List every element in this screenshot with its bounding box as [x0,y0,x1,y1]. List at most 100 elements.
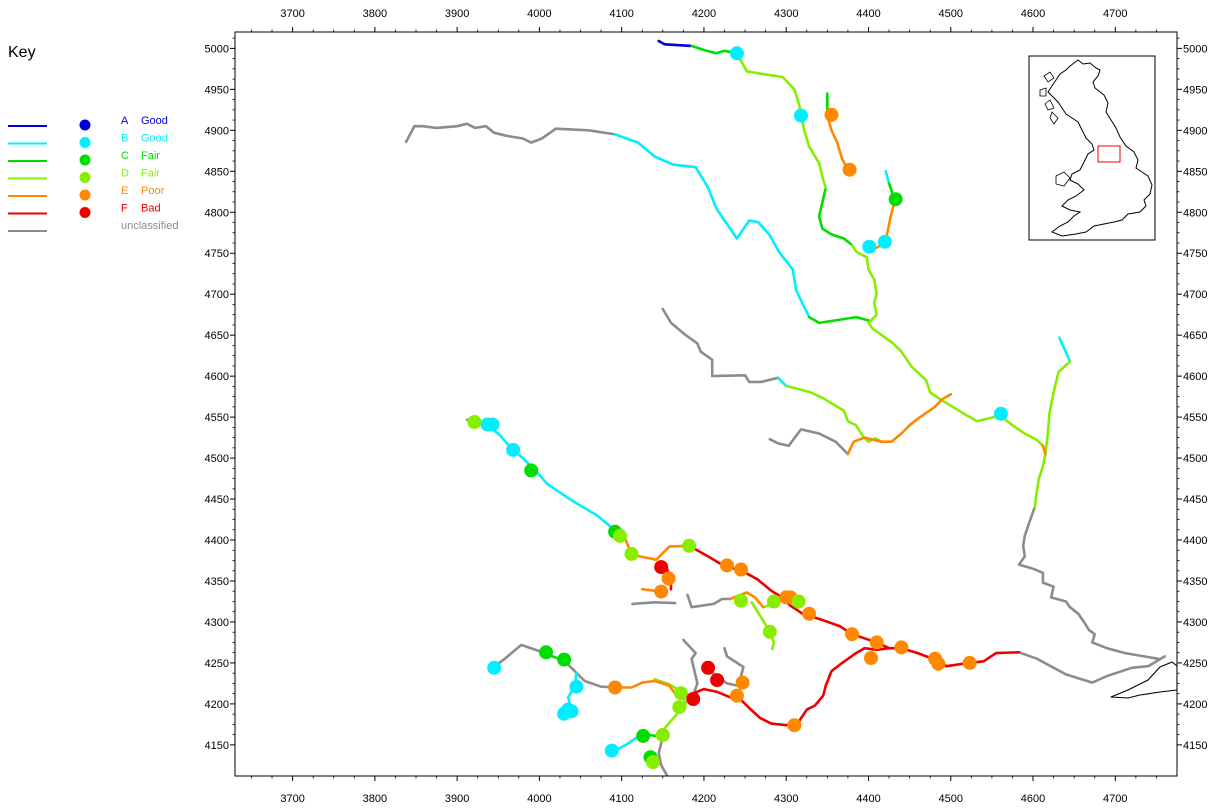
station-E [735,675,750,690]
station-E [720,558,734,573]
key-dot-C [79,154,91,166]
x-tick-label-top: 4600 [1021,8,1045,20]
river-segment-unclassified [1017,651,1166,684]
station-D [791,594,806,609]
river-segment-unclassified [657,735,669,776]
station-B [862,239,877,254]
river-segment-B [484,424,617,532]
x-tick-label-bottom: 3800 [363,793,387,805]
x-tick-label-top: 4300 [774,8,798,20]
river-segment-B [613,133,811,319]
river-segment-E [613,528,691,561]
y-tick-label-left: 4550 [205,412,229,424]
y-tick-label-right: 4800 [1183,207,1207,219]
key-letter-D: D [121,168,129,180]
river-segment-E [880,392,953,443]
y-tick-label-left: 4700 [205,289,229,301]
y-tick-label-right: 4400 [1183,535,1207,547]
station-E [931,656,946,671]
station-B [487,660,502,675]
key-label-C: Fair [141,150,160,162]
key-label-unclassified: unclassified [121,220,178,232]
key-title: Key [8,44,36,61]
key-label-A: Good [141,115,168,127]
key-dot-B [79,137,91,148]
river-segment-D [850,243,1002,423]
station-B [569,679,584,694]
key-letter-F: F [121,203,128,215]
river-segment-B [1058,336,1072,363]
station-D [672,700,687,715]
y-tick-label-right: 4150 [1183,740,1207,752]
river-segment-E [826,114,850,171]
estuary-coastline [1110,661,1177,699]
river-segment-D [799,114,827,189]
station-C [888,192,903,207]
map-key: Key A Good B Good C Fair D Fair E Poor F Bad unclass… [8,44,178,232]
key-letter-C: C [121,150,129,162]
station-E [654,584,669,599]
station-D [613,528,627,543]
station-E [869,635,884,650]
river-segment-E [616,679,679,699]
sampling-stations [467,46,1008,770]
station-F [654,560,669,575]
station-C [557,652,572,667]
x-tick-label-top: 4500 [939,8,963,20]
station-C [524,463,539,478]
y-tick-label-right: 4450 [1183,494,1207,506]
y-tick-label-right: 4550 [1183,412,1207,424]
y-tick-label-left: 4200 [205,699,229,711]
y-tick-label-left: 4950 [205,84,229,96]
x-tick-label-bottom: 4400 [856,793,880,805]
river-segment-E [846,436,883,456]
river-segment-unclassified [682,638,699,701]
station-D [766,594,781,609]
y-tick-label-right: 4700 [1183,289,1207,301]
river-segment-unclassified [686,593,732,609]
y-tick-label-right: 4500 [1183,453,1207,465]
station-D [645,755,660,770]
y-tick-label-right: 4300 [1183,617,1207,629]
station-D [467,415,482,429]
y-tick-label-left: 4400 [205,535,229,547]
station-E [845,627,859,642]
x-tick-label-top: 3700 [280,8,304,20]
y-tick-label-right: 4900 [1183,125,1207,137]
station-E [729,688,744,703]
river-segment-D [784,384,883,443]
great-britain-outline [1047,59,1153,237]
station-F [701,660,716,675]
river-segment-C [817,186,854,247]
station-F [710,673,725,688]
inset-locator-map [1028,55,1156,241]
key-entries: A Good B Good C Fair D Fair E Poor F Bad unclassifie… [8,115,178,232]
y-tick-label-left: 4900 [205,125,229,137]
station-F [686,692,701,706]
y-tick-label-right: 4200 [1183,699,1207,711]
station-E [734,562,748,577]
key-letter-B: B [121,133,128,145]
river-segment-E [1041,444,1047,456]
key-dot-D [79,172,91,183]
river-segment-B [776,376,788,388]
wales-peninsula [1055,171,1071,187]
map-plot-area [404,39,1177,776]
y-tick-label-left: 4600 [205,371,229,383]
river-segment-unclassified [1017,505,1160,661]
x-tick-label-top: 3800 [363,8,387,20]
station-E [824,107,839,122]
x-tick-label-bottom: 4600 [1021,793,1045,805]
river-segment-unclassified [404,122,617,144]
key-label-D: Fair [141,168,160,180]
y-tick-label-left: 4300 [205,617,229,629]
inset-frame [1028,55,1156,241]
river-segment-A [657,39,693,48]
x-tick-label-bottom: 4500 [939,793,963,805]
station-E [787,718,802,733]
station-D [762,624,777,639]
river-segment-unclassified [768,428,850,456]
key-dot-A [79,119,91,131]
station-C [636,728,651,743]
